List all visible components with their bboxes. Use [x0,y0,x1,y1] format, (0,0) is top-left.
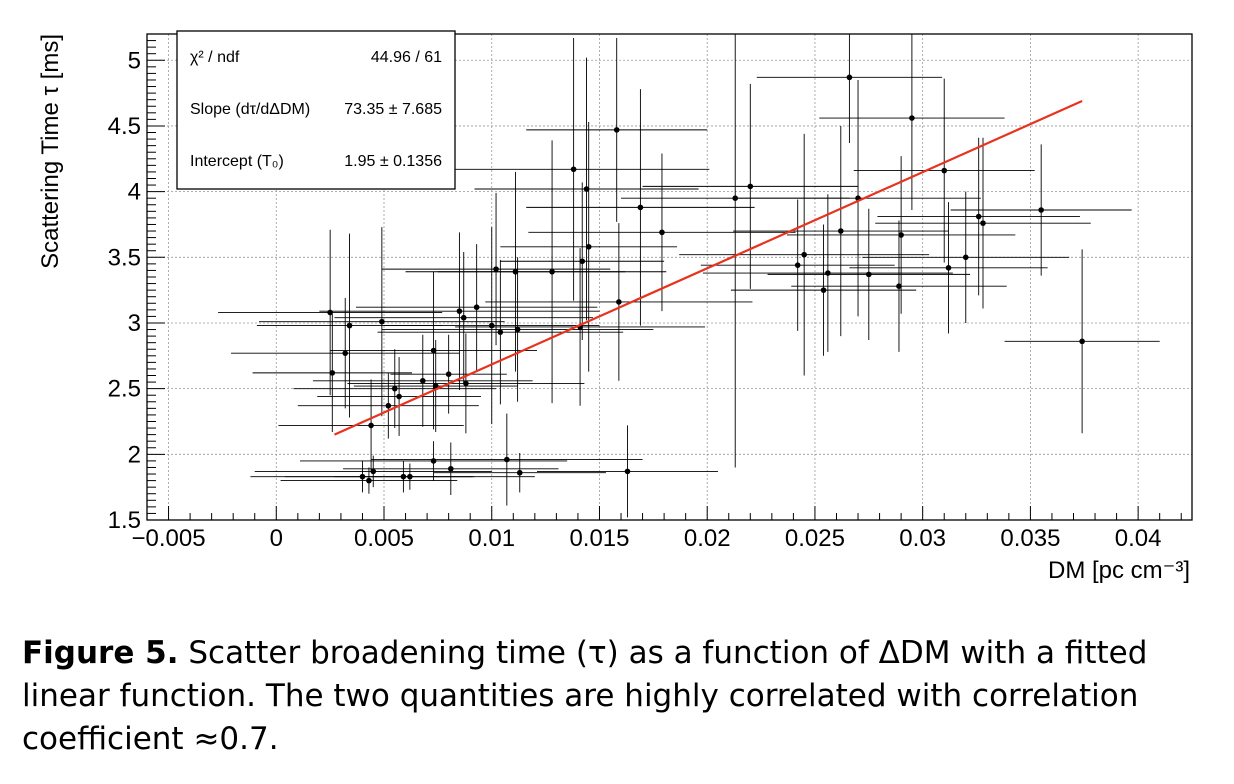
data-point [637,204,644,211]
data-point [837,228,844,234]
data-point [975,213,982,220]
data-point [962,254,969,261]
x-tick-label: 0.025 [785,525,845,552]
y-axis-label: Scattering Time τ [ms] [37,34,64,269]
x-tick-label: 0.04 [1115,525,1162,552]
y-tick-label: 1.5 [108,507,141,534]
data-point [980,220,986,226]
data-point [448,465,454,472]
y-tick-label: 5 [128,47,141,74]
x-tick-label: 0.005 [354,525,414,552]
x-tick-label: 0.01 [468,525,515,552]
stats-slope-value: 73.35 ± 7.685 [344,101,442,118]
x-tick-label: 0.03 [899,525,946,552]
stats-slope-label: Slope (dτ/dΔDM) [190,101,310,118]
data-point [909,115,915,121]
data-point [585,243,592,250]
data-point [432,383,439,389]
data-point [329,370,336,376]
data-point [825,270,831,276]
data-point [846,74,853,81]
data-point [801,251,807,258]
axis-ticks [146,33,1182,521]
data-point [945,265,952,271]
y-tick-label: 3.5 [108,244,141,271]
data-point [463,380,469,387]
data-point [407,473,413,480]
data-point [368,422,374,429]
data-point [456,308,463,314]
data-point [570,166,577,173]
data-point [342,350,349,356]
data-point [460,314,467,321]
data-point [516,469,523,476]
grid-lines [147,34,1192,521]
data-point [624,468,631,475]
data-point [391,385,398,392]
x-tick-label: 0.035 [1000,525,1060,552]
y-tick-labels: 1.5 2 2.5 3 3.5 4 4.5 5 [108,47,141,534]
data-point [896,283,902,289]
y-tick-label: 4 [128,179,141,206]
x-tick-label: 0.015 [569,525,629,552]
data-point [794,262,801,268]
data-point [473,304,480,311]
figure-label: Figure 5. [22,635,179,671]
data-point [579,258,586,265]
data-points [327,74,1085,484]
data-point [430,458,437,464]
data-point [430,347,437,354]
data-point [747,183,754,190]
data-point [1079,338,1085,345]
data-point [616,299,622,305]
data-point [820,287,827,293]
data-point [1038,207,1044,213]
x-axis-label: DM [pc cm⁻³] [1048,557,1190,584]
y-tick-label: 4.5 [108,113,141,140]
data-point [445,371,452,378]
data-point [379,318,385,325]
data-point [327,309,333,316]
data-point [400,473,407,480]
scatter-chart: −0.005 0 0.005 0.01 0.015 0.02 0.025 0.03 0.035 0… [37,30,1193,584]
data-point [488,322,495,329]
data-point [659,229,665,236]
x-tick-label: 0 [270,525,283,552]
data-point [346,322,353,329]
x-tick-label: −0.005 [132,525,206,552]
x-tick-labels: −0.005 0 0.005 0.01 0.015 0.02 0.025 0.03 0.035 0… [132,525,1162,552]
data-point [396,393,402,400]
data-point [941,167,948,174]
figure-caption-text: Scatter broadening time (τ) as a functio… [22,635,1148,757]
data-point [359,473,366,480]
stats-intercept-label: Intercept (T₀) [190,153,284,170]
data-point [583,186,590,192]
x-tick-label: 0.02 [684,525,731,552]
data-point [866,271,872,278]
data-point [512,268,519,275]
stats-box-frame [176,30,456,190]
data-point [493,266,499,272]
stats-chi2-value: 44.96 / 61 [371,49,442,66]
data-point [370,468,377,475]
y-tick-label: 2.5 [108,376,141,403]
data-point [366,477,372,484]
data-point [514,326,521,333]
stats-chi2-label: χ² / ndf [190,49,240,66]
fit-line [334,99,1083,436]
stats-box: χ² / ndf 44.96 / 61 Slope (dτ/dΔDM) 73.3… [176,30,456,190]
figure-caption: Figure 5. Scatter broadening time (τ) as… [22,632,1222,761]
y-tick-label: 3 [128,310,141,337]
y-tick-label: 2 [128,441,141,468]
data-point [504,456,510,463]
data-point [898,232,904,238]
data-point [419,377,426,384]
data-point [549,268,555,275]
data-point [613,127,620,133]
data-point [497,329,504,335]
stats-intercept-value: 1.95 ± 0.1356 [344,153,442,170]
data-point [732,195,739,201]
data-point [385,402,392,409]
